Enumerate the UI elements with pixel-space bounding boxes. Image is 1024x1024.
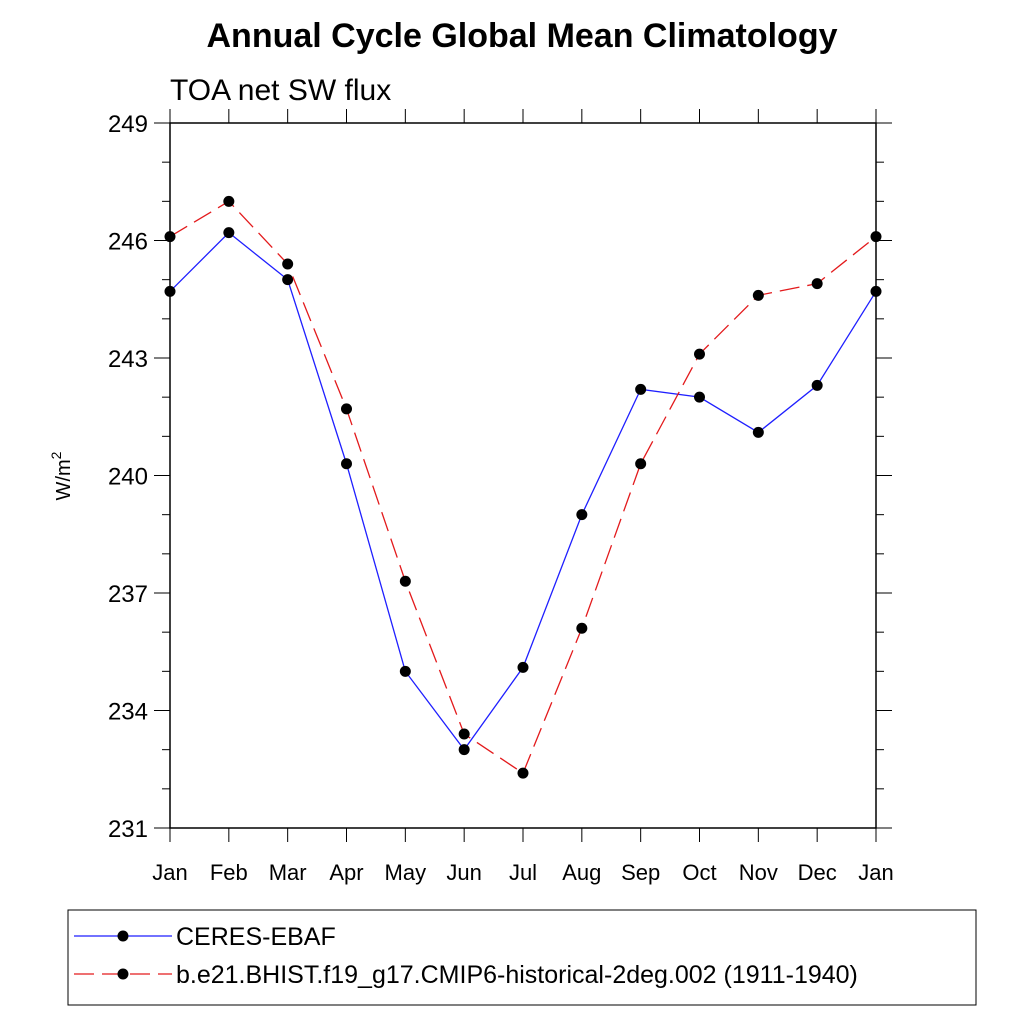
data-point <box>399 575 411 587</box>
data-point <box>223 227 235 239</box>
x-tick-label: Sep <box>621 860 660 885</box>
x-tick-label: Nov <box>739 860 778 885</box>
data-point <box>282 258 294 270</box>
y-tick-label: 234 <box>108 699 148 726</box>
x-tick-label: Mar <box>269 860 307 885</box>
data-point <box>576 622 588 634</box>
legend-entry-2: b.e21.BHIST.f19_g17.CMIP6-historical-2de… <box>74 961 858 989</box>
x-tick-label: Aug <box>562 860 601 885</box>
data-point <box>341 403 352 415</box>
legend: CERES-EBAF b.e21.BHIST.f19_g17.CMIP6-hist… <box>67 909 977 1006</box>
legend-label: CERES-EBAF <box>176 923 336 951</box>
data-point <box>341 458 352 470</box>
series-1 <box>164 227 882 756</box>
data-point <box>517 661 529 673</box>
x-tick-label: Jan <box>152 860 187 885</box>
x-tick-label: May <box>385 860 427 885</box>
plot-frame <box>169 122 877 829</box>
chart-subtitle: TOA net SW flux <box>170 74 391 107</box>
x-tick-label: Jun <box>446 860 481 885</box>
y-tick-label: 240 <box>108 464 148 491</box>
y-tick-label: 249 <box>108 111 148 138</box>
y-tick-label: 243 <box>108 346 148 373</box>
data-point <box>458 728 470 740</box>
data-point <box>458 744 470 756</box>
legend-marker <box>117 968 129 980</box>
legend-marker <box>117 930 129 942</box>
y-tick-label: 237 <box>108 581 148 608</box>
series-line <box>169 200 877 775</box>
series-layer <box>164 195 882 779</box>
data-point <box>576 509 588 521</box>
data-point <box>694 391 705 403</box>
legend-entry-1: CERES-EBAF <box>74 923 336 951</box>
data-point <box>399 665 411 677</box>
x-tick-label: Dec <box>798 860 837 885</box>
series-2 <box>164 195 882 779</box>
data-point <box>164 285 176 297</box>
x-tick-label: Apr <box>329 860 363 885</box>
data-point <box>870 285 882 297</box>
data-point <box>164 231 176 243</box>
legend-box <box>67 909 977 1006</box>
x-tick-label: Jan <box>858 860 893 885</box>
y-tick-label: 246 <box>108 229 148 256</box>
plot-border <box>169 122 877 829</box>
data-point <box>517 767 529 779</box>
data-point <box>811 379 823 391</box>
data-point <box>752 426 764 438</box>
legend-label: b.e21.BHIST.f19_g17.CMIP6-historical-2de… <box>176 961 858 989</box>
x-tick-label: Jul <box>509 860 537 885</box>
data-point <box>811 278 823 290</box>
x-axis: Jan Feb Mar Apr May Jun Jul Aug Sep Oct Nov Dec Jan <box>152 109 894 885</box>
x-tick-label: Oct <box>682 860 716 885</box>
data-point <box>635 383 647 395</box>
x-tick-label: Feb <box>210 860 248 885</box>
data-point <box>870 231 882 243</box>
data-point <box>694 348 705 360</box>
data-point <box>223 195 235 207</box>
chart-title: Annual Cycle Global Mean Climatology <box>207 17 838 55</box>
y-tick-label: 231 <box>108 816 148 843</box>
y-axis-label-superscript: 2 <box>48 451 64 459</box>
y-axis: 231 234 237 240 243 246 249 <box>108 111 892 843</box>
data-point <box>635 458 647 470</box>
data-point <box>752 289 764 301</box>
y-axis-label: W/m2 <box>48 451 75 500</box>
data-point <box>282 274 294 286</box>
